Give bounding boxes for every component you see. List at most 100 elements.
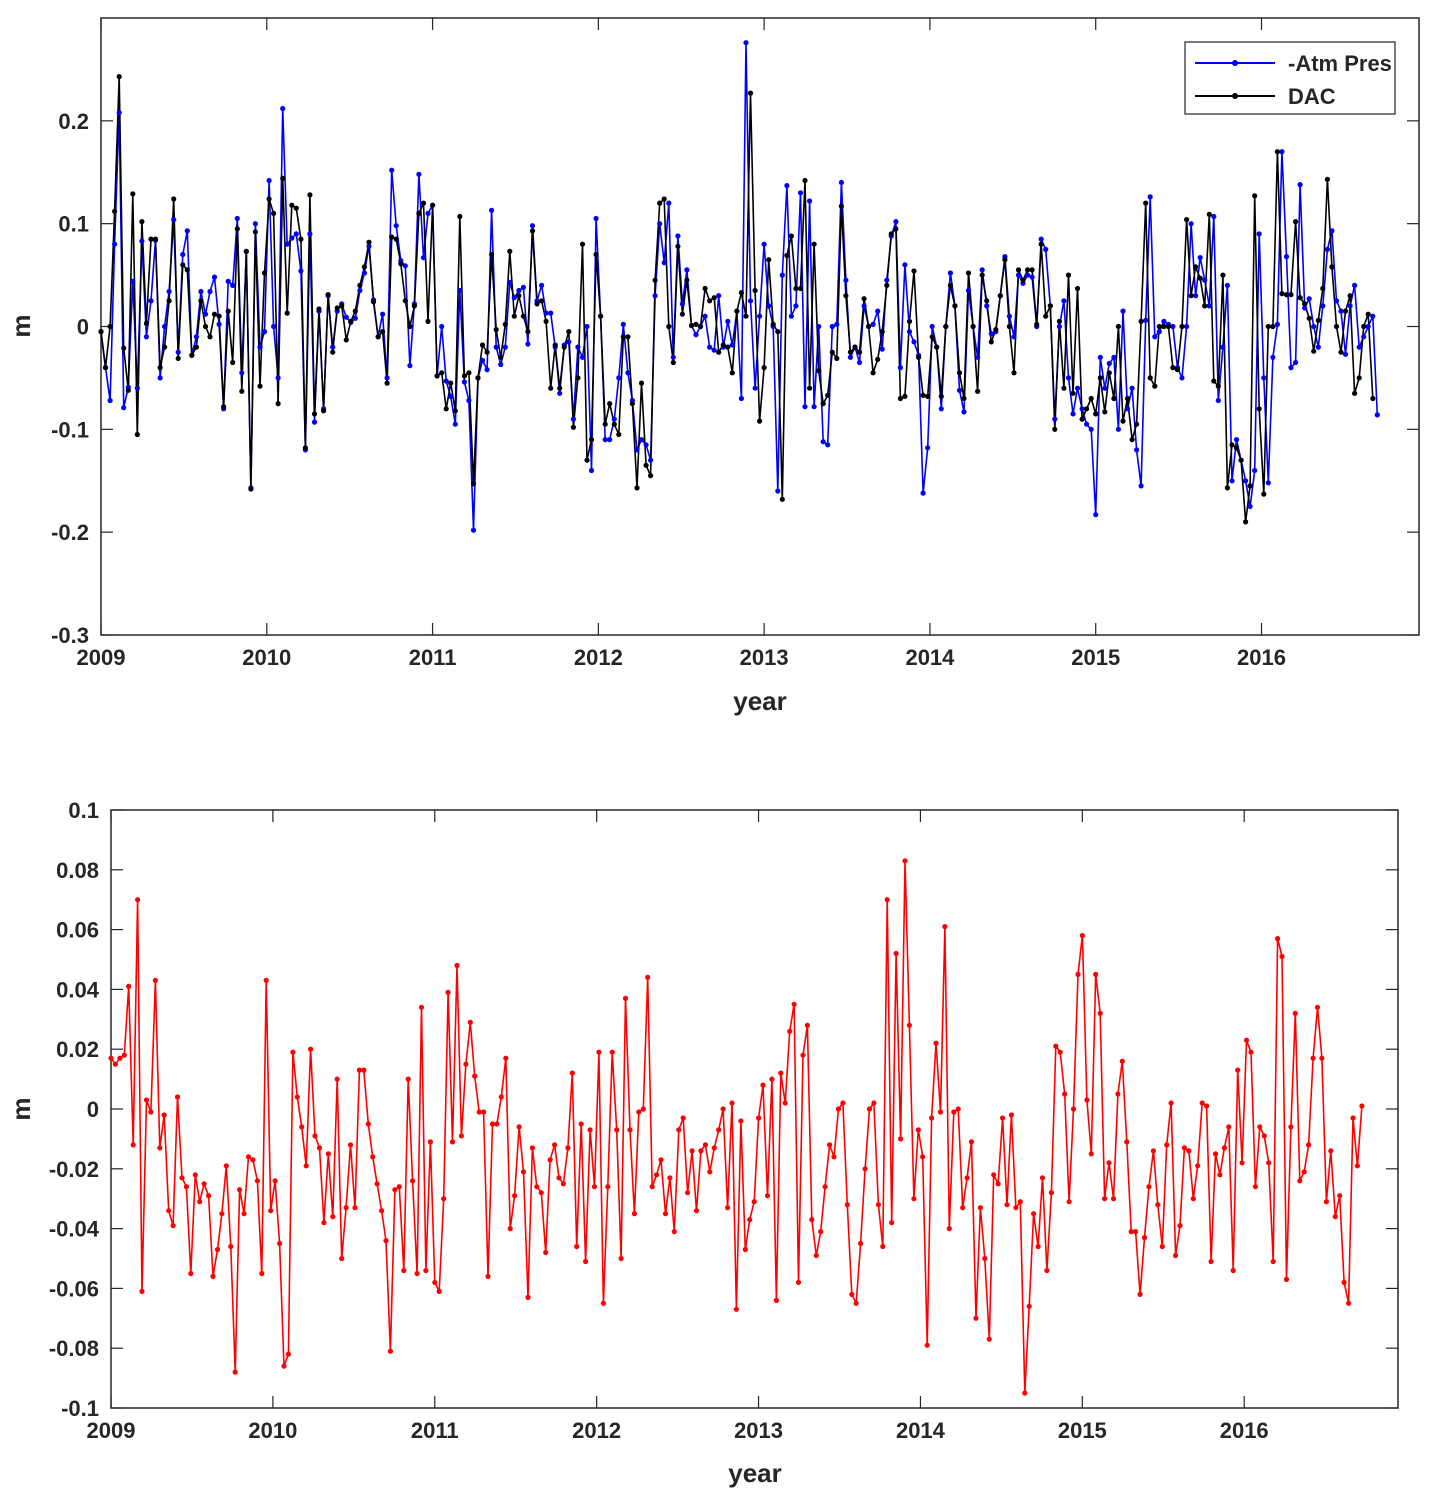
data-point — [366, 243, 372, 249]
data-point — [1093, 411, 1099, 417]
data-point — [416, 210, 422, 216]
data-point — [467, 1019, 473, 1025]
data-point — [1015, 272, 1022, 278]
data-point — [316, 306, 322, 312]
data-point — [1320, 303, 1326, 309]
data-point — [361, 264, 367, 270]
data-point — [809, 1217, 815, 1223]
data-point — [98, 329, 104, 335]
data-point — [1102, 1196, 1108, 1202]
data-point — [520, 1169, 527, 1175]
data-point — [791, 1001, 797, 1007]
data-point — [811, 404, 817, 410]
data-point — [1226, 1124, 1232, 1130]
data-point — [1261, 491, 1267, 497]
data-point — [347, 1142, 354, 1148]
data-point — [1329, 264, 1335, 270]
data-point — [661, 196, 667, 202]
data-point — [334, 1076, 340, 1082]
data-point — [272, 1178, 278, 1184]
data-point — [784, 183, 790, 189]
data-point — [1106, 360, 1112, 367]
data-point — [702, 1142, 709, 1148]
data-point — [457, 213, 463, 220]
data-point — [330, 1214, 336, 1220]
data-point — [348, 318, 354, 324]
data-point — [1013, 1205, 1019, 1211]
data-point — [411, 303, 417, 309]
data-point — [157, 1145, 163, 1151]
data-point — [847, 354, 854, 360]
data-point — [112, 241, 118, 247]
data-point — [870, 321, 876, 327]
data-point — [831, 1154, 837, 1160]
data-point — [598, 313, 604, 319]
data-point — [884, 277, 890, 283]
data-point — [434, 373, 440, 379]
data-point — [975, 354, 981, 360]
data-point — [410, 1178, 416, 1184]
y-tick-label: 0.06 — [56, 918, 99, 943]
data-point — [1265, 480, 1271, 486]
data-point — [330, 349, 336, 355]
data-point — [1233, 445, 1240, 451]
data-point — [570, 416, 577, 422]
data-point — [1017, 1199, 1023, 1205]
data-point — [1224, 485, 1230, 491]
data-point — [1197, 275, 1203, 281]
data-point — [906, 329, 913, 335]
data-point — [711, 347, 717, 353]
data-point — [1324, 246, 1330, 252]
data-point — [970, 323, 976, 330]
data-point — [389, 167, 395, 173]
y-tick-label: -0.2 — [51, 520, 89, 545]
data-point — [1261, 1133, 1267, 1139]
data-point — [166, 298, 172, 304]
data-point — [1143, 200, 1149, 206]
data-point — [993, 327, 999, 333]
data-point — [902, 393, 908, 399]
data-point — [393, 223, 399, 229]
data-point — [1323, 1199, 1329, 1205]
data-point — [747, 298, 754, 304]
data-point — [1252, 1184, 1258, 1190]
data-point — [1143, 317, 1149, 323]
data-point — [956, 387, 963, 393]
data-point — [321, 408, 327, 414]
data-point — [742, 1246, 748, 1253]
data-point — [162, 323, 168, 330]
data-point — [1229, 478, 1235, 484]
data-point — [1164, 1142, 1170, 1148]
data-point — [752, 287, 758, 294]
data-point — [1352, 390, 1358, 396]
data-point — [680, 1115, 686, 1121]
data-point — [219, 1211, 225, 1217]
data-point — [840, 1100, 846, 1106]
data-point — [511, 313, 517, 319]
data-point — [605, 1184, 611, 1190]
data-point — [271, 323, 277, 330]
data-point — [130, 191, 136, 197]
data-point — [1043, 246, 1049, 252]
data-point — [1061, 298, 1067, 304]
data-point — [888, 231, 894, 237]
data-point — [1056, 318, 1062, 324]
data-point — [675, 243, 681, 249]
legend-label-atm-pres: -Atm Pres — [1288, 51, 1392, 76]
data-point — [448, 393, 454, 399]
data-point — [725, 1205, 731, 1211]
data-point — [234, 215, 240, 222]
data-point — [861, 303, 867, 309]
data-point — [370, 299, 377, 305]
data-point — [398, 261, 404, 267]
data-point — [960, 1205, 966, 1211]
data-point — [1097, 1010, 1103, 1016]
data-point — [1208, 1258, 1214, 1265]
data-point — [849, 1291, 855, 1297]
data-point — [162, 344, 168, 350]
data-point — [800, 1052, 806, 1058]
data-point — [457, 287, 463, 294]
data-point — [529, 228, 536, 234]
data-point — [352, 315, 358, 321]
data-point — [684, 277, 690, 283]
